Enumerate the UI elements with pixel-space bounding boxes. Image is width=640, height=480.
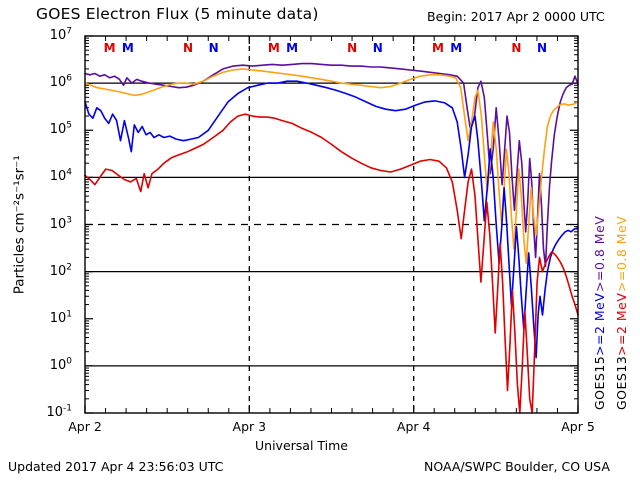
mn-marker-n: N	[511, 41, 522, 55]
mn-marker-m: M	[286, 41, 299, 55]
x-axis-label: Universal Time	[255, 438, 348, 453]
organization-label: NOAA/SWPC Boulder, CO USA	[424, 459, 610, 474]
legend-channel-low-goes15: >=2 MeV	[592, 292, 607, 356]
x-tick-label: Apr 4	[396, 419, 431, 434]
begin-time-label: Begin: 2017 Apr 2 0000 UTC	[427, 9, 605, 24]
y-tick-label: 102	[49, 262, 72, 279]
mn-marker-n: N	[372, 41, 383, 55]
y-tick-label: 104	[49, 168, 72, 185]
legend-channel-low-goes13: >=2 MeV	[614, 292, 629, 356]
y-tick-label: 106	[49, 73, 72, 91]
mn-marker-m: M	[121, 41, 134, 55]
mn-marker-m: M	[432, 41, 444, 55]
legend-satellite-goes15: GOES15	[592, 355, 607, 410]
mn-marker-n: N	[536, 41, 548, 55]
legend-column-goes13: GOES13 >=2 MeV >=0.8 MeV	[614, 158, 629, 410]
mn-marker-n: N	[183, 41, 194, 55]
page-title: GOES Electron Flux (5 minute data)	[36, 5, 319, 23]
mn-marker-m: M	[103, 41, 116, 55]
x-tick-label: Apr 3	[232, 419, 267, 434]
y-tick-label: 107	[49, 26, 72, 43]
mn-marker-n: N	[347, 41, 358, 55]
updated-timestamp: Updated 2017 Apr 4 23:56:03 UTC	[8, 459, 224, 474]
mn-marker-m: M	[267, 41, 280, 55]
y-tick-label: 10-1	[46, 403, 72, 420]
y-tick-label: 105	[49, 120, 72, 138]
mn-marker-m: M	[450, 41, 463, 55]
x-tick-label: Apr 2	[68, 419, 102, 434]
legend-satellite-goes13: GOES13	[614, 355, 629, 410]
legend-channel-high-goes15: >=0.8 MeV	[592, 216, 607, 293]
y-tick-label: 103	[49, 215, 72, 232]
mn-marker-n: N	[208, 41, 219, 55]
x-tick-label: Apr 5	[561, 419, 595, 434]
legend-column-goes15: GOES15 >=2 MeV >=0.8 MeV	[592, 158, 607, 410]
legend-channel-high-goes13: >=0.8 MeV	[614, 216, 629, 293]
y-tick-label: 100	[49, 356, 72, 373]
y-tick-label: 101	[49, 309, 72, 326]
